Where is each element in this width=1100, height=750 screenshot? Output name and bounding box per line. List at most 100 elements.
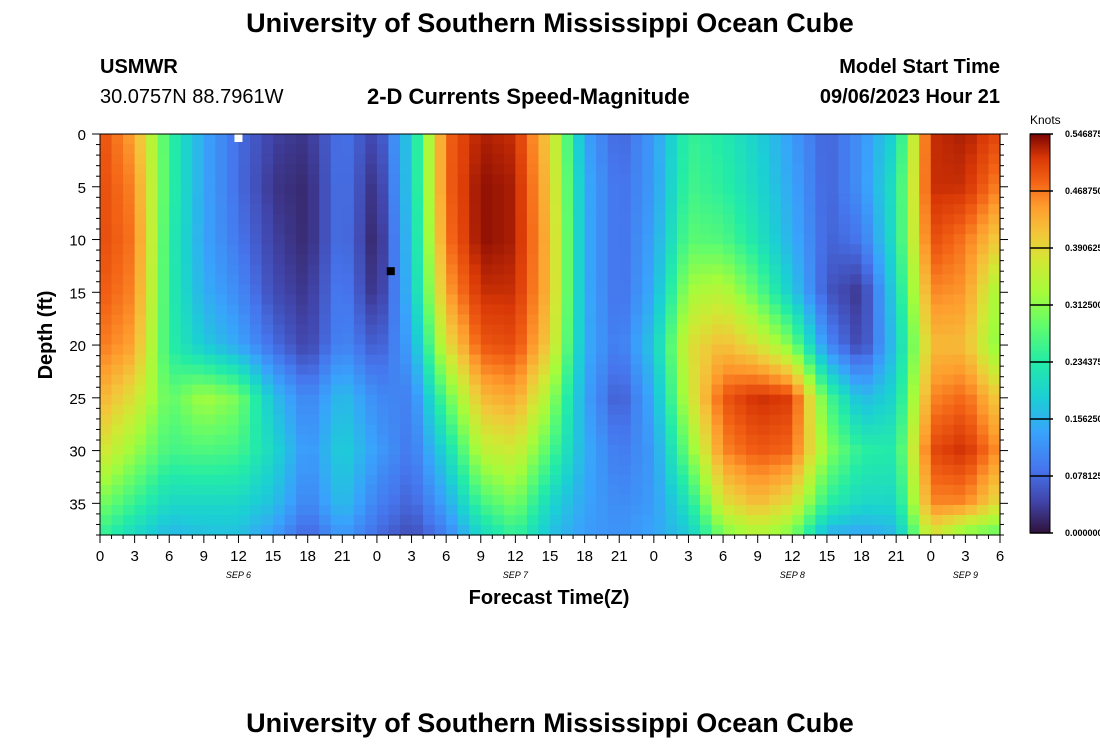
- heatmap-cell: [538, 134, 551, 145]
- heatmap-cell: [342, 274, 355, 285]
- heatmap-cell: [953, 304, 966, 316]
- heatmap-cell: [538, 274, 551, 285]
- heatmap-cell: [100, 224, 113, 235]
- heatmap-cell: [792, 474, 805, 486]
- heatmap-cell: [850, 184, 863, 195]
- heatmap-cell: [111, 404, 124, 416]
- heatmap-cell: [330, 394, 343, 406]
- heatmap-cell: [423, 384, 436, 396]
- heatmap-cell: [573, 424, 586, 436]
- heatmap-cell: [746, 504, 759, 516]
- heatmap-cell: [203, 324, 216, 336]
- heatmap-cell: [342, 374, 355, 386]
- heatmap-cell: [180, 204, 193, 215]
- heatmap-cell: [653, 224, 666, 235]
- heatmap-cell: [146, 474, 159, 486]
- heatmap-cell: [250, 234, 263, 245]
- heatmap-cell: [769, 514, 782, 526]
- heatmap-cell: [596, 334, 609, 346]
- heatmap-cell: [850, 274, 863, 285]
- heatmap-cell: [238, 474, 251, 486]
- heatmap-cell: [353, 274, 366, 285]
- heatmap-cell: [561, 494, 574, 506]
- heatmap-cell: [769, 344, 782, 356]
- heatmap-cell: [538, 224, 551, 235]
- heatmap-cell: [965, 484, 978, 496]
- heatmap-cell: [273, 504, 286, 516]
- heatmap-cell: [665, 434, 678, 446]
- heatmap-cell: [307, 264, 320, 275]
- heatmap-cell: [203, 294, 216, 306]
- heatmap-cell: [446, 444, 459, 456]
- heatmap-cell: [619, 384, 632, 396]
- heatmap-cell: [330, 234, 343, 245]
- heatmap-cell: [573, 244, 586, 255]
- heatmap-cell: [976, 154, 990, 165]
- heatmap-cell: [815, 404, 828, 416]
- heatmap-cell: [319, 304, 332, 316]
- heatmap-cell: [711, 164, 724, 175]
- heatmap-cell: [550, 144, 563, 155]
- heatmap-cell: [734, 224, 747, 235]
- heatmap-cell: [792, 254, 805, 265]
- heatmap-cell: [123, 434, 136, 446]
- heatmap-cell: [273, 134, 286, 145]
- heatmap-cell: [284, 444, 297, 456]
- heatmap-cell: [342, 414, 355, 426]
- heatmap-cell: [861, 144, 874, 155]
- heatmap-cell: [976, 424, 990, 436]
- heatmap-cell: [676, 294, 690, 306]
- heatmap-cell: [757, 384, 770, 396]
- heatmap-cell: [192, 474, 205, 486]
- heatmap-cell: [653, 344, 666, 356]
- heatmap-cell: [919, 144, 932, 155]
- heatmap-cell: [307, 514, 320, 526]
- heatmap-cell: [238, 504, 251, 516]
- heatmap-cell: [411, 324, 424, 336]
- heatmap-cell: [607, 344, 620, 356]
- heatmap-cell: [550, 474, 563, 486]
- heatmap-cell: [169, 164, 182, 175]
- heatmap-cell: [930, 174, 943, 185]
- heatmap-cell: [526, 204, 540, 215]
- heatmap-cell: [642, 404, 655, 416]
- heatmap-cell: [873, 204, 886, 215]
- heatmap-cell: [226, 164, 240, 175]
- heatmap-cell: [330, 514, 343, 526]
- heatmap-cell: [330, 494, 343, 506]
- heatmap-cell: [296, 514, 309, 526]
- heatmap-cell: [273, 174, 286, 185]
- heatmap-cell: [192, 514, 205, 526]
- heatmap-cell: [342, 134, 355, 145]
- x-tick-label: 3: [130, 548, 138, 565]
- heatmap-cell: [226, 294, 240, 306]
- heatmap-cell: [203, 464, 216, 476]
- heatmap-cell: [642, 204, 655, 215]
- heatmap-cell: [423, 344, 436, 356]
- heatmap-cell: [480, 254, 493, 265]
- heatmap-cell: [907, 384, 920, 396]
- heatmap-cell: [573, 514, 586, 526]
- heatmap-cell: [942, 214, 955, 225]
- heatmap-cell: [342, 454, 355, 466]
- heatmap-cell: [838, 314, 851, 326]
- heatmap-cell: [700, 214, 713, 225]
- heatmap-cell: [550, 174, 563, 185]
- heatmap-cell: [561, 504, 574, 516]
- heatmap-cell: [319, 374, 332, 386]
- heatmap-cell: [873, 414, 886, 426]
- heatmap-cell: [884, 134, 897, 145]
- heatmap-cell: [457, 524, 470, 536]
- heatmap-cell: [803, 264, 816, 275]
- heatmap-cell: [503, 404, 516, 416]
- heatmap-cell: [365, 374, 378, 386]
- colorbar-tick-label: 0.000000: [1065, 528, 1100, 538]
- heatmap-cell: [169, 184, 182, 195]
- heatmap-cell: [907, 254, 920, 265]
- heatmap-cell: [284, 414, 297, 426]
- heatmap-cell: [365, 394, 378, 406]
- heatmap-cell: [180, 294, 193, 306]
- heatmap-cell: [134, 394, 147, 406]
- heatmap-cell: [365, 334, 378, 346]
- heatmap-cell: [400, 454, 413, 466]
